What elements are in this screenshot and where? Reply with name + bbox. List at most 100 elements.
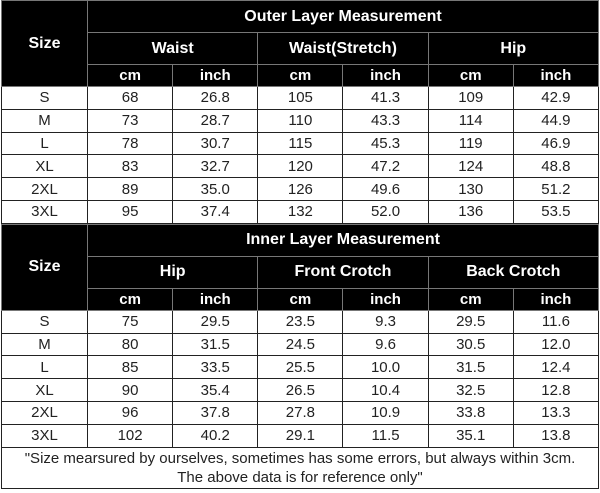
unit-header: cm <box>86 64 174 87</box>
value-cell: 33.8 <box>427 400 514 425</box>
value-cell: 130 <box>427 177 514 201</box>
value-cell: 29.1 <box>257 423 344 448</box>
value-cell: 35.0 <box>172 177 259 201</box>
value-cell: 89 <box>86 177 174 201</box>
size-cell: M <box>1 108 88 133</box>
value-cell: 11.5 <box>342 423 429 448</box>
size-cell: L <box>1 131 88 156</box>
value-cell: 85 <box>86 355 174 380</box>
table-row: XL 83 32.7 120 47.2 124 48.8 <box>1 154 600 179</box>
value-cell: 136 <box>427 199 514 224</box>
value-cell: 30.5 <box>427 332 514 357</box>
unit-header: cm <box>427 64 514 87</box>
value-cell: 110 <box>257 108 344 133</box>
size-header: Size <box>1 0 88 87</box>
table-title: Outer Layer Measurement <box>87 0 599 33</box>
value-cell: 27.8 <box>257 400 344 425</box>
value-cell: 120 <box>257 154 344 179</box>
value-cell: 119 <box>427 131 514 156</box>
group-header: Waist(Stretch) <box>257 32 429 65</box>
size-cell: S <box>1 86 88 110</box>
table-row: 3XL 102 40.2 29.1 11.5 35.1 13.8 <box>1 423 600 448</box>
unit-header: inch <box>342 287 429 311</box>
unit-header: inch <box>512 64 600 87</box>
unit-header: inch <box>172 64 259 87</box>
size-cell: XL <box>1 378 88 402</box>
unit-header: inch <box>172 287 259 311</box>
group-header: Hip <box>427 32 600 65</box>
value-cell: 40.2 <box>172 423 259 448</box>
value-cell: 29.5 <box>427 309 514 334</box>
value-cell: 43.3 <box>342 108 429 133</box>
value-cell: 9.3 <box>342 309 429 334</box>
table-title: Inner Layer Measurement <box>87 223 599 257</box>
value-cell: 37.4 <box>172 199 259 224</box>
value-cell: 10.0 <box>342 355 429 380</box>
value-cell: 68 <box>86 86 174 110</box>
group-header: Back Crotch <box>427 255 600 289</box>
value-cell: 114 <box>427 108 514 133</box>
value-cell: 23.5 <box>257 309 344 334</box>
value-cell: 73 <box>86 108 174 133</box>
table-row: 3XL 95 37.4 132 52.0 136 53.5 <box>1 199 600 224</box>
value-cell: 51.2 <box>512 177 600 201</box>
value-cell: 102 <box>86 423 174 448</box>
value-cell: 31.5 <box>427 355 514 380</box>
size-cell: 2XL <box>1 400 88 425</box>
value-cell: 96 <box>86 400 174 425</box>
size-cell: 3XL <box>1 199 88 224</box>
unit-header: cm <box>86 287 174 311</box>
note-line-2: The above data is for reference only" <box>177 468 423 486</box>
value-cell: 13.8 <box>512 423 600 448</box>
table-row: L 85 33.5 25.5 10.0 31.5 12.4 <box>1 355 600 380</box>
value-cell: 12.4 <box>512 355 600 380</box>
value-cell: 31.5 <box>172 332 259 357</box>
value-cell: 12.0 <box>512 332 600 357</box>
table-row: XL 90 35.4 26.5 10.4 32.5 12.8 <box>1 378 600 402</box>
value-cell: 33.5 <box>172 355 259 380</box>
group-header: Waist <box>86 32 259 65</box>
value-cell: 45.3 <box>342 131 429 156</box>
table-row: S 75 29.5 23.5 9.3 29.5 11.6 <box>1 309 600 334</box>
table-row: L 78 30.7 115 45.3 119 46.9 <box>1 131 600 156</box>
unit-header: inch <box>512 287 600 311</box>
value-cell: 49.6 <box>342 177 429 201</box>
value-cell: 42.9 <box>512 86 600 110</box>
value-cell: 24.5 <box>257 332 344 357</box>
unit-header: cm <box>257 64 344 87</box>
value-cell: 32.7 <box>172 154 259 179</box>
value-cell: 32.5 <box>427 378 514 402</box>
group-header: Hip <box>86 255 259 289</box>
unit-header: inch <box>342 64 429 87</box>
size-header: Size <box>1 223 88 311</box>
value-cell: 124 <box>427 154 514 179</box>
value-cell: 75 <box>86 309 174 334</box>
size-cell: 2XL <box>1 177 88 201</box>
value-cell: 78 <box>86 131 174 156</box>
value-cell: 29.5 <box>172 309 259 334</box>
value-cell: 11.6 <box>512 309 600 334</box>
size-cell: XL <box>1 154 88 179</box>
disclaimer-note: "Size mearsured by ourselves, sometimes … <box>1 446 599 489</box>
value-cell: 109 <box>427 86 514 110</box>
value-cell: 132 <box>257 199 344 224</box>
table-row: M 73 28.7 110 43.3 114 44.9 <box>1 108 600 133</box>
value-cell: 53.5 <box>512 199 600 224</box>
value-cell: 90 <box>86 378 174 402</box>
unit-header: cm <box>427 287 514 311</box>
size-cell: S <box>1 309 88 334</box>
table-row: 2XL 96 37.8 27.8 10.9 33.8 13.3 <box>1 400 600 425</box>
table-row: S 68 26.8 105 41.3 109 42.9 <box>1 86 600 110</box>
value-cell: 115 <box>257 131 344 156</box>
value-cell: 126 <box>257 177 344 201</box>
table-row: M 80 31.5 24.5 9.6 30.5 12.0 <box>1 332 600 357</box>
value-cell: 80 <box>86 332 174 357</box>
unit-header: cm <box>257 287 344 311</box>
value-cell: 26.5 <box>257 378 344 402</box>
value-cell: 44.9 <box>512 108 600 133</box>
value-cell: 95 <box>86 199 174 224</box>
size-cell: L <box>1 355 88 380</box>
value-cell: 105 <box>257 86 344 110</box>
value-cell: 35.4 <box>172 378 259 402</box>
value-cell: 83 <box>86 154 174 179</box>
